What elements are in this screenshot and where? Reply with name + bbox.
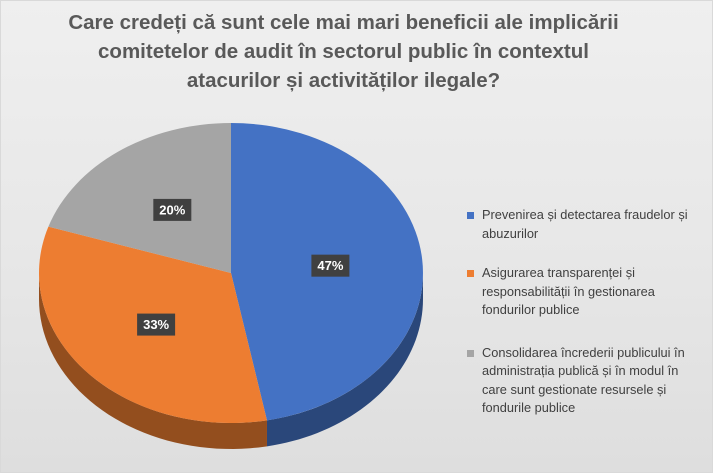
chart-title-line-1: Care credeți că sunt cele mai mari benef… <box>68 11 619 34</box>
data-label-fraud-prevention: 47% <box>311 254 350 277</box>
legend-label-line: Prevenirea și detectarea fraudelor și <box>482 207 688 222</box>
data-label-transparency: 33% <box>137 313 176 336</box>
legend-label-line: responsabilității în gestionarea <box>482 283 655 299</box>
data-label-box <box>153 198 192 221</box>
data-label-box <box>311 254 350 277</box>
legend-swatch-public-trust <box>467 349 474 357</box>
data-labels: 47% 33% 20% <box>137 198 350 336</box>
chart-legend: Prevenirea și detectarea fraudelor și ab… <box>467 206 707 439</box>
pie-side-fraud-prevention <box>266 273 423 447</box>
data-label-text: 33% <box>143 317 169 332</box>
data-label-text: 47% <box>317 258 343 273</box>
pie-side-transparency <box>39 273 267 449</box>
legend-item-fraud-prevention: Prevenirea și detectarea fraudelor și ab… <box>467 206 707 243</box>
data-label-box <box>137 313 176 336</box>
legend-swatch-fraud-prevention <box>467 212 474 219</box>
legend-swatch-transparency <box>467 270 474 277</box>
data-label-public-trust: 20% <box>153 198 192 221</box>
pie-side-walls <box>39 273 423 449</box>
legend-label-line: Consolidarea încrederii publicului în <box>482 344 685 360</box>
legend-label-line: abuzurilor <box>482 225 539 241</box>
chart-title: Care credeți că sunt cele mai mari benef… <box>31 8 656 95</box>
legend-item-transparency: Asigurarea transparenței și responsabili… <box>467 264 707 320</box>
legend-label-line: care sunt gestionate resursele și <box>482 381 667 397</box>
legend-label-line: fondurilor publice <box>482 302 580 317</box>
chart-title-line-3: atacurilor și activităților ilegale? <box>186 69 501 92</box>
pie-top <box>39 123 423 423</box>
legend-label-line: fondurile publice <box>482 400 576 415</box>
data-label-text: 20% <box>159 202 185 217</box>
pie-slice-public-trust <box>48 123 232 273</box>
legend-item-public-trust: Consolidarea încrederii publicului în ad… <box>467 344 707 418</box>
legend-label-line: Asigurarea transparenței și <box>482 265 635 280</box>
chart-title-line-2: comitetelor de audit în sectorul public … <box>98 40 589 63</box>
legend-label-line: administrația publică și în modul în <box>482 363 679 378</box>
